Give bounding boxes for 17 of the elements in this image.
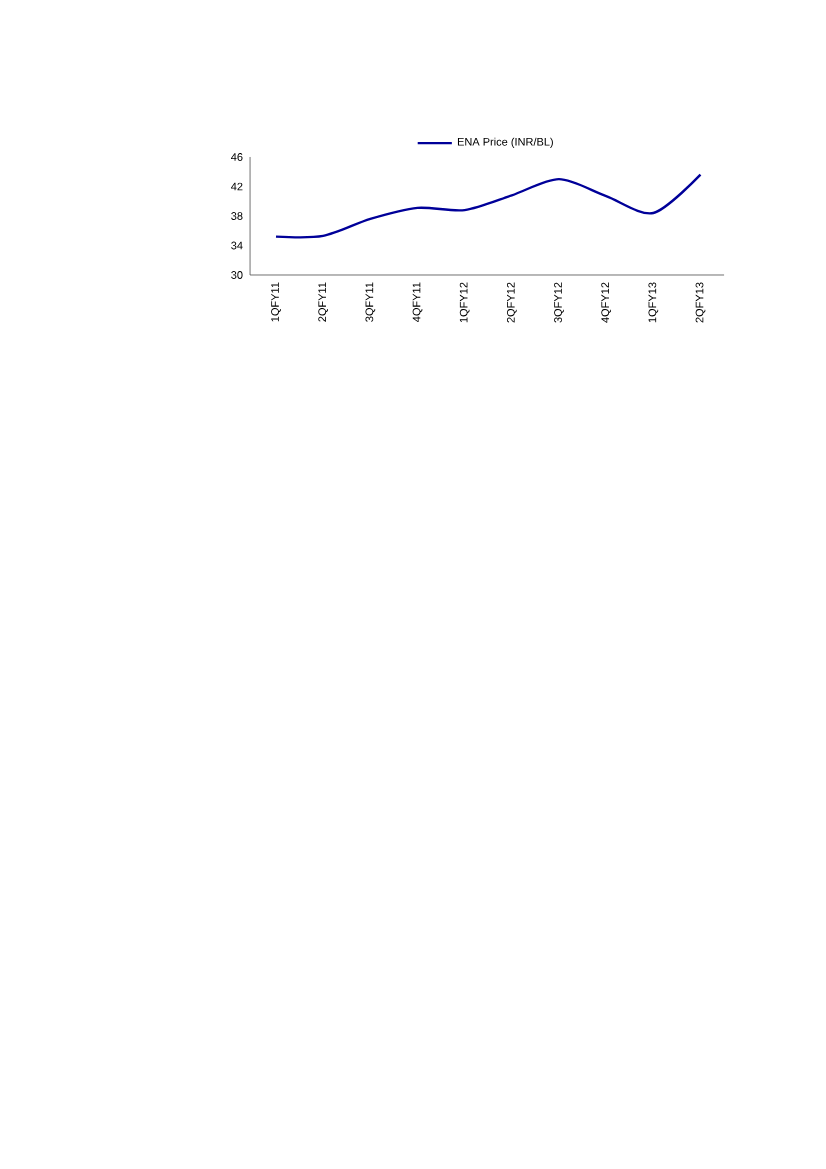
x-tick-label: 1QFY13	[648, 282, 659, 323]
x-tick-label: 2QFY11	[318, 282, 329, 322]
x-tick-label: 4QFY11	[412, 282, 423, 322]
y-tick-label: 38	[231, 212, 243, 220]
y-tick-label: 30	[231, 271, 243, 279]
y-tick-label: 46	[231, 153, 243, 161]
legend-label: ENA Price (INR/BL)	[457, 137, 553, 148]
y-tick-label: 42	[231, 182, 243, 191]
x-tick-label: 1QFY12	[459, 282, 470, 323]
y-tick-label: 34	[231, 241, 243, 250]
x-tick-label: 3QFY11	[365, 282, 376, 322]
x-tick-label: 1QFY11	[271, 282, 281, 322]
x-tick-label: 4QFY12	[601, 282, 612, 323]
x-tick-label: 3QFY12	[554, 282, 564, 323]
line-series	[274, 173, 702, 239]
x-tick-label: 2QFY12	[506, 282, 517, 323]
x-tick-label: 2QFY13	[695, 282, 706, 323]
